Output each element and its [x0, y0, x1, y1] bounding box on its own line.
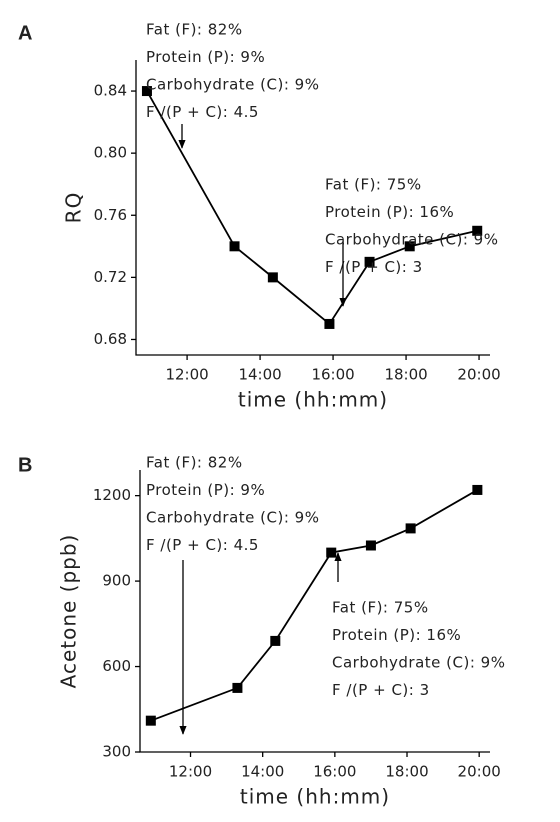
- annotation-text: F /(P + C): 3: [332, 681, 430, 699]
- annotation-text: Carbohydrate (C): 9%: [332, 654, 505, 672]
- x-tick-label: 12:00: [169, 763, 212, 781]
- annotation-text: Fat (F): 82%: [146, 454, 243, 472]
- data-point: [229, 241, 240, 252]
- annotation-text: Carbohydrate (C): 9%: [146, 76, 319, 94]
- annotation-text: Carbohydrate (C): 9%: [325, 231, 498, 249]
- annotation-text: Protein (P): 16%: [325, 203, 454, 221]
- annotation-text: Fat (F): 82%: [146, 21, 243, 39]
- data-point: [405, 523, 416, 534]
- y-tick-label: 900: [102, 572, 131, 590]
- y-tick-label: 0.72: [94, 268, 127, 286]
- x-tick-label: 18:00: [385, 763, 428, 781]
- panel-label: A: [18, 22, 32, 44]
- data-point: [145, 715, 156, 726]
- data-point: [324, 318, 335, 329]
- annotation-text: Carbohydrate (C): 9%: [146, 509, 319, 527]
- x-tick-label: 20:00: [458, 763, 501, 781]
- x-axis-label: time (hh:mm): [238, 388, 388, 412]
- annotation-text: F /(P + C): 3: [325, 258, 423, 276]
- x-tick-label: 16:00: [311, 366, 354, 384]
- data-point: [404, 241, 415, 252]
- data-point: [270, 635, 281, 646]
- annotation-text: F /(P + C): 4.5: [146, 103, 259, 121]
- data-point: [364, 256, 375, 267]
- annotation-text: Protein (P): 16%: [332, 626, 461, 644]
- y-tick-label: 0.80: [94, 144, 127, 162]
- annotation-text: Fat (F): 75%: [325, 176, 422, 194]
- data-point: [472, 225, 483, 236]
- data-point: [365, 540, 376, 551]
- x-tick-label: 14:00: [241, 763, 284, 781]
- annotation-text: F /(P + C): 4.5: [146, 536, 259, 554]
- data-point: [326, 547, 337, 558]
- annotation-text: Protein (P): 9%: [146, 481, 265, 499]
- annotation-text: Protein (P): 9%: [146, 48, 265, 66]
- y-axis-label: Acetone (ppb): [57, 534, 81, 689]
- axis-line: [135, 60, 490, 356]
- x-tick-label: 12:00: [165, 366, 208, 384]
- y-axis-label: RQ: [62, 192, 86, 224]
- x-tick-label: 16:00: [313, 763, 356, 781]
- data-point: [232, 682, 243, 693]
- y-tick-label: 0.84: [94, 82, 127, 100]
- annotation-text: Fat (F): 75%: [332, 599, 429, 617]
- data-point: [267, 272, 278, 283]
- y-tick-label: 300: [102, 743, 131, 761]
- x-axis-label: time (hh:mm): [240, 785, 390, 809]
- data-point: [472, 484, 483, 495]
- x-tick-label: 14:00: [238, 366, 281, 384]
- y-tick-label: 1200: [93, 486, 131, 504]
- data-point: [141, 86, 152, 97]
- y-tick-label: 0.76: [94, 206, 127, 224]
- panel-label: B: [18, 454, 32, 476]
- y-tick-label: 600: [102, 657, 131, 675]
- y-tick-label: 0.68: [94, 330, 127, 348]
- x-tick-label: 20:00: [457, 366, 500, 384]
- x-tick-label: 18:00: [384, 366, 427, 384]
